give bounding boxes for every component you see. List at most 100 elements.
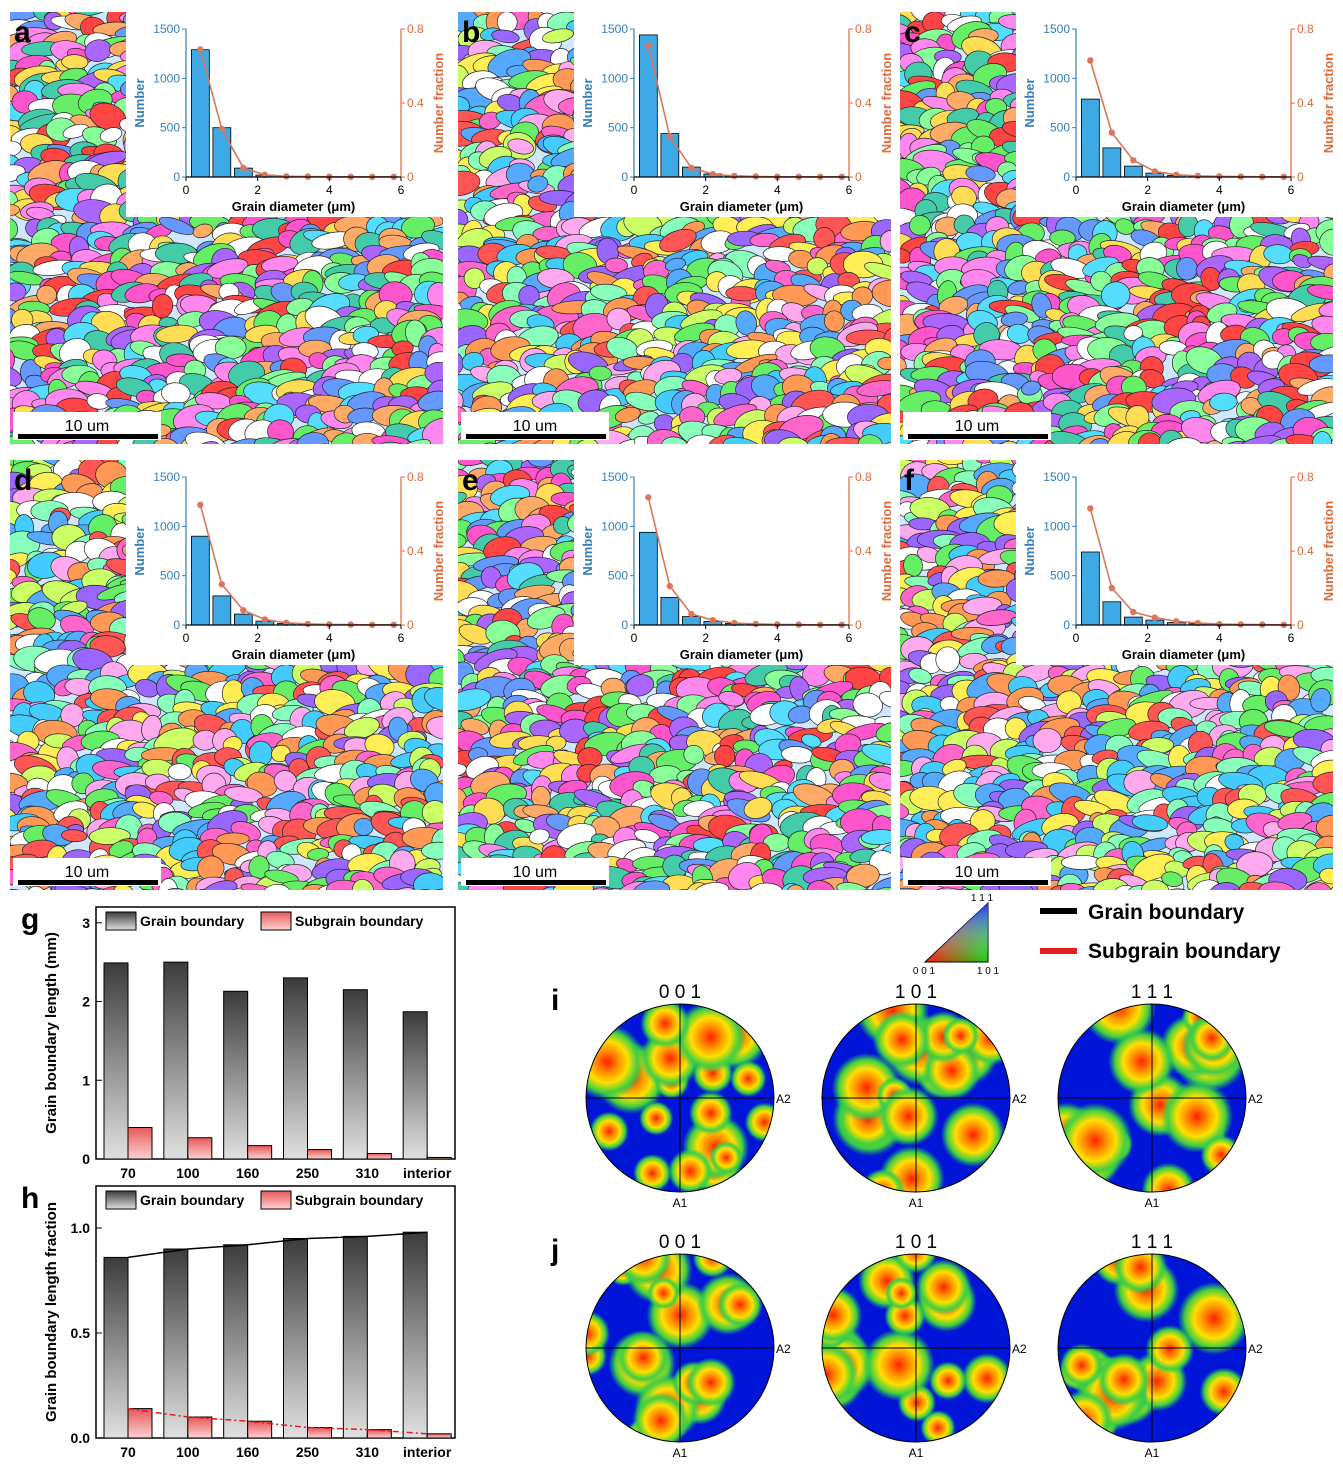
grain xyxy=(10,365,22,388)
grain xyxy=(828,889,857,890)
grain xyxy=(411,889,439,890)
grain xyxy=(660,436,691,444)
panel-label: b xyxy=(462,16,480,49)
grain xyxy=(845,889,888,890)
grain xyxy=(296,432,329,444)
grain xyxy=(857,434,884,444)
grain xyxy=(167,763,192,781)
grain xyxy=(722,436,766,444)
grain xyxy=(10,217,18,241)
grain xyxy=(422,417,443,444)
grain xyxy=(491,29,520,44)
grain xyxy=(1204,440,1225,444)
grain xyxy=(1307,284,1333,300)
grain xyxy=(1238,435,1282,444)
grain xyxy=(458,170,481,197)
panel-label: c xyxy=(904,16,921,49)
scale-bar-label: 10 um xyxy=(65,418,109,435)
grain xyxy=(152,438,179,444)
grain xyxy=(1163,437,1204,444)
grain xyxy=(722,444,745,463)
panel-label: d xyxy=(14,464,32,497)
scale-bar: 10 um xyxy=(13,858,161,886)
grain xyxy=(222,438,265,444)
grain xyxy=(10,568,17,585)
grain xyxy=(10,203,21,217)
grain xyxy=(590,283,628,302)
grain xyxy=(1123,325,1143,341)
grain xyxy=(51,439,97,444)
scale-bar-line xyxy=(908,434,1048,439)
grain xyxy=(185,888,223,890)
grain xyxy=(1209,392,1238,412)
grain xyxy=(192,223,213,239)
grain xyxy=(614,406,641,423)
scale-bar-line xyxy=(18,434,158,439)
grain xyxy=(659,228,697,253)
grain xyxy=(776,436,812,444)
scale-bar-line xyxy=(18,880,158,885)
grain xyxy=(421,841,443,860)
grain xyxy=(900,435,915,444)
grain xyxy=(507,138,534,155)
grain xyxy=(394,439,431,444)
grain xyxy=(1114,218,1135,235)
scale-bar-label: 10 um xyxy=(513,418,557,435)
grain xyxy=(654,889,700,890)
scale-bar: 10 um xyxy=(461,858,609,886)
grain xyxy=(647,889,672,906)
grain xyxy=(477,442,504,444)
grain xyxy=(996,440,1023,444)
grain xyxy=(879,230,891,253)
grain xyxy=(196,441,220,444)
scale-bar: 10 um xyxy=(461,412,609,440)
grain xyxy=(426,716,443,741)
grain xyxy=(1318,300,1333,318)
grain xyxy=(1217,440,1256,444)
grain xyxy=(542,28,574,44)
grain xyxy=(721,889,754,890)
grain xyxy=(289,890,326,909)
grain xyxy=(1279,444,1301,460)
grain xyxy=(131,889,159,890)
scale-bar: 10 um xyxy=(903,412,1051,440)
grain xyxy=(749,882,785,890)
scale-bar-label: 10 um xyxy=(955,418,999,435)
grain xyxy=(1137,432,1163,444)
grain xyxy=(965,165,996,182)
grain xyxy=(856,380,891,397)
panel-label: e xyxy=(462,464,479,497)
grain xyxy=(1088,438,1112,444)
grain xyxy=(10,12,45,22)
panel-label: a xyxy=(14,16,31,49)
grain xyxy=(424,687,443,711)
scale-bar-label: 10 um xyxy=(65,864,109,881)
grain xyxy=(806,257,828,276)
grain xyxy=(427,282,443,309)
grain xyxy=(452,888,491,912)
grain xyxy=(151,293,174,319)
grain xyxy=(10,347,15,373)
grain xyxy=(10,282,27,302)
grain xyxy=(909,215,931,236)
grain xyxy=(10,558,21,580)
grain xyxy=(74,12,115,17)
grain xyxy=(736,888,770,912)
scale-bar-label: 10 um xyxy=(513,864,557,881)
grain xyxy=(604,257,628,273)
grain xyxy=(588,365,612,381)
grain xyxy=(825,437,867,444)
grain xyxy=(598,889,636,912)
scale-bar-line xyxy=(466,434,606,439)
grain xyxy=(1308,354,1333,374)
scale-bar-line xyxy=(466,880,606,885)
grain xyxy=(99,127,123,143)
grain xyxy=(527,175,549,193)
grain xyxy=(1176,256,1198,281)
scale-bar: 10 um xyxy=(13,412,161,440)
ebsd-map-c: c 10 um xyxy=(900,12,1333,460)
grain xyxy=(378,441,413,444)
grain xyxy=(1021,380,1041,396)
grain xyxy=(1319,228,1333,256)
